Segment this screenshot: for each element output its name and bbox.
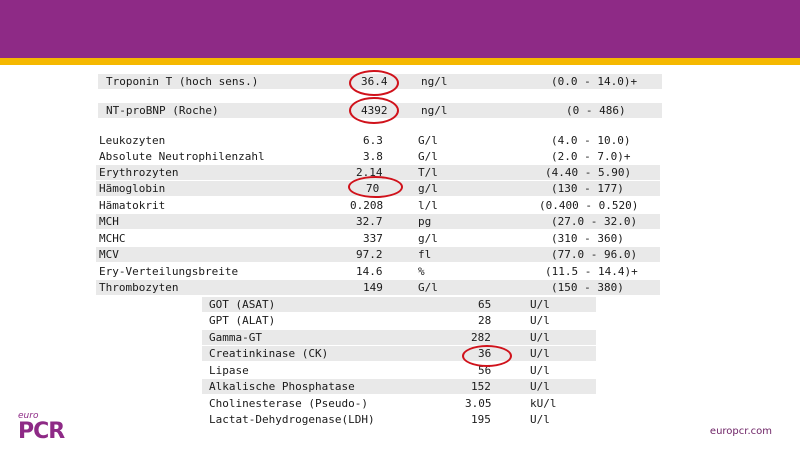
test-unit: U/l bbox=[530, 331, 550, 344]
test-value: 282 bbox=[471, 331, 491, 344]
test-unit: U/l bbox=[530, 364, 550, 377]
test-name: Cholinesterase (Pseudo-) bbox=[209, 397, 368, 410]
test-name: Leukozyten bbox=[99, 134, 166, 147]
test-value: 28 bbox=[478, 314, 492, 327]
test-value: 337 bbox=[363, 232, 383, 245]
test-unit: % bbox=[418, 265, 425, 278]
lab-row: Absolute Neutrophilenzahl 3.8 G/l (2.0 -… bbox=[96, 149, 660, 164]
test-range: (2.0 - 7.0)+ bbox=[551, 150, 631, 163]
test-name: Ery-Verteilungsbreite bbox=[99, 265, 239, 278]
lab-row: MCHC 337 g/l (310 - 360) bbox=[96, 231, 660, 246]
test-name: MCHC bbox=[99, 232, 126, 245]
test-name: GOT (ASAT) bbox=[209, 298, 276, 311]
lab-row: Leukozyten 6.3 G/l (4.0 - 10.0) bbox=[96, 133, 660, 148]
test-range: (0.0 - 14.0)+ bbox=[551, 75, 638, 88]
test-value: 32.7 bbox=[356, 215, 383, 228]
test-unit: U/l bbox=[530, 413, 550, 426]
test-unit: G/l bbox=[418, 281, 438, 294]
test-unit: ng/l bbox=[421, 75, 448, 88]
test-unit: g/l bbox=[418, 232, 438, 245]
test-value: 6.3 bbox=[363, 134, 383, 147]
test-range: (27.0 - 32.0) bbox=[551, 215, 638, 228]
test-name: MCV bbox=[99, 248, 119, 261]
test-name: Hämatokrit bbox=[99, 199, 166, 212]
test-value: 152 bbox=[471, 380, 491, 393]
test-value: 56 bbox=[478, 364, 492, 377]
lab-row: Lactat-Dehydrogenase(LDH) 195 U/l bbox=[202, 412, 596, 427]
test-unit: G/l bbox=[418, 150, 438, 163]
highlight-circle-ck bbox=[462, 345, 512, 367]
highlight-circle-ntprobnp bbox=[349, 97, 399, 124]
test-unit: U/l bbox=[530, 314, 550, 327]
test-unit: ng/l bbox=[421, 104, 448, 117]
logo-euro-text: euro bbox=[18, 411, 39, 421]
test-value: 65 bbox=[478, 298, 492, 311]
lab-row: Erythrozyten 2.14 T/l (4.40 - 5.90) bbox=[96, 165, 660, 180]
test-value: 0.208 bbox=[350, 199, 384, 212]
test-range: (4.0 - 10.0) bbox=[551, 134, 631, 147]
test-unit: T/l bbox=[418, 166, 438, 179]
test-range: (77.0 - 96.0) bbox=[551, 248, 638, 261]
test-value: 14.6 bbox=[356, 265, 383, 278]
test-unit: U/l bbox=[530, 347, 550, 360]
test-range: (130 - 177) bbox=[551, 182, 624, 195]
lab-row: Thrombozyten 149 G/l (150 - 380) bbox=[96, 280, 660, 295]
lab-row: Creatinkinase (CK) 36 U/l bbox=[202, 346, 596, 361]
test-value: 149 bbox=[363, 281, 383, 294]
test-range: (4.40 - 5.90) bbox=[545, 166, 632, 179]
test-name: Thrombozyten bbox=[99, 281, 179, 294]
test-range: (310 - 360) bbox=[551, 232, 624, 245]
test-name: Gamma-GT bbox=[209, 331, 262, 344]
lab-row: Cholinesterase (Pseudo-) 3.05 kU/l bbox=[202, 396, 596, 411]
test-unit: fl bbox=[418, 248, 432, 261]
header-stripe bbox=[0, 58, 800, 65]
lab-row: MCV 97.2 fl (77.0 - 96.0) bbox=[96, 247, 660, 262]
test-value: 195 bbox=[471, 413, 491, 426]
logo-pcr-text: PCR bbox=[18, 419, 65, 444]
lab-row: GOT (ASAT) 65 U/l bbox=[202, 297, 596, 312]
lab-row: GPT (ALAT) 28 U/l bbox=[202, 313, 596, 328]
test-name: Lactat-Dehydrogenase(LDH) bbox=[209, 413, 375, 426]
lab-row: Hämatokrit 0.208 l/l (0.400 - 0.520) bbox=[96, 198, 660, 213]
lab-row: Gamma-GT 282 U/l bbox=[202, 330, 596, 345]
test-name: Creatinkinase (CK) bbox=[209, 347, 329, 360]
test-name: Absolute Neutrophilenzahl bbox=[99, 150, 265, 163]
test-name: Lipase bbox=[209, 364, 249, 377]
lab-row: Ery-Verteilungsbreite 14.6 % (11.5 - 14.… bbox=[96, 264, 660, 279]
test-name: Hämoglobin bbox=[99, 182, 166, 195]
test-unit: U/l bbox=[530, 298, 550, 311]
lab-row: Alkalische Phosphatase 152 U/l bbox=[202, 379, 596, 394]
test-unit: G/l bbox=[418, 134, 438, 147]
test-value: 3.8 bbox=[363, 150, 383, 163]
test-unit: l/l bbox=[418, 199, 438, 212]
test-unit: kU/l bbox=[530, 397, 557, 410]
test-name: NT-proBNP (Roche) bbox=[106, 104, 219, 117]
lab-row: MCH 32.7 pg (27.0 - 32.0) bbox=[96, 214, 660, 229]
test-range: (0.400 - 0.520) bbox=[539, 199, 639, 212]
lab-row: Lipase 56 U/l bbox=[202, 363, 596, 378]
test-value: 97.2 bbox=[356, 248, 383, 261]
test-range: (11.5 - 14.4)+ bbox=[545, 265, 638, 278]
panel-blood-count: Leukozyten 6.3 G/l (4.0 - 10.0) Absolute… bbox=[96, 133, 660, 298]
test-name: Erythrozyten bbox=[99, 166, 179, 179]
test-name: MCH bbox=[99, 215, 119, 228]
test-range: (0 - 486) bbox=[566, 104, 626, 117]
test-unit: pg bbox=[418, 215, 432, 228]
highlight-circle-troponin bbox=[349, 70, 399, 96]
panel-chemistry: GOT (ASAT) 65 U/l GPT (ALAT) 28 U/l Gamm… bbox=[202, 297, 596, 429]
test-name: Alkalische Phosphatase bbox=[209, 380, 355, 393]
test-unit: g/l bbox=[418, 182, 438, 195]
test-value: 3.05 bbox=[465, 397, 492, 410]
test-range: (150 - 380) bbox=[551, 281, 624, 294]
highlight-circle-haemoglobin bbox=[348, 176, 403, 198]
test-unit: U/l bbox=[530, 380, 550, 393]
test-name: GPT (ALAT) bbox=[209, 314, 276, 327]
footer-url: europcr.com bbox=[709, 426, 772, 437]
header-banner bbox=[0, 0, 800, 58]
test-name: Troponin T (hoch sens.) bbox=[106, 75, 259, 88]
